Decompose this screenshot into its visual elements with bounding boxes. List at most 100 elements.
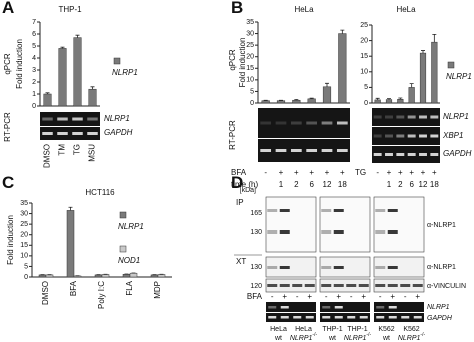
error-bar bbox=[387, 98, 391, 100]
blot-vinculin bbox=[319, 278, 371, 293]
gel-label: GAPDH bbox=[104, 128, 133, 137]
y-tick-label: 25 bbox=[360, 22, 368, 29]
gel-label: NLRP1 bbox=[443, 112, 469, 121]
x-axis-label: time (h) bbox=[231, 180, 258, 189]
kda-label: [kDa] bbox=[240, 187, 256, 194]
error-bar bbox=[90, 86, 95, 90]
chart-title: HeLa bbox=[294, 5, 314, 14]
bar bbox=[374, 99, 381, 104]
legend-label: NLRP1 bbox=[446, 72, 472, 81]
error-bar bbox=[294, 99, 299, 101]
genotype-sup: -/- bbox=[420, 332, 425, 338]
y-axis-label: Fold induction bbox=[6, 215, 15, 265]
cell-line: THP-1 bbox=[347, 326, 367, 333]
chart-title: THP-1 bbox=[58, 5, 82, 14]
y-tick-label: 5 bbox=[250, 88, 254, 95]
blot-band bbox=[400, 284, 411, 287]
gel-band bbox=[347, 316, 356, 319]
gel-background bbox=[40, 112, 100, 126]
y-tick-label: 30 bbox=[20, 210, 28, 217]
bar bbox=[38, 274, 47, 278]
gel-band bbox=[419, 153, 427, 156]
gel-background bbox=[374, 302, 387, 312]
gel-band bbox=[275, 149, 287, 152]
legend-label: NLRP1 bbox=[112, 68, 138, 77]
gel-band bbox=[321, 121, 333, 125]
gel-band bbox=[305, 316, 314, 319]
bar bbox=[58, 48, 67, 107]
blot-band bbox=[267, 284, 278, 287]
legend-swatch bbox=[113, 57, 121, 65]
gel-background bbox=[303, 302, 316, 312]
lane-sign: - bbox=[404, 292, 407, 301]
error-bar bbox=[68, 206, 73, 211]
antibody-label: α-NLRP1 bbox=[427, 222, 456, 229]
gel-band bbox=[306, 121, 318, 125]
gel-band bbox=[336, 121, 348, 125]
gel-band bbox=[322, 316, 331, 319]
gel-band bbox=[336, 149, 348, 152]
gel-band bbox=[334, 316, 343, 319]
gel-band bbox=[293, 316, 302, 319]
gel-label: GAPDH bbox=[427, 315, 453, 322]
gel-label: GAPDH bbox=[443, 149, 472, 158]
blot-band bbox=[267, 230, 278, 234]
treatment-sign: + bbox=[325, 168, 330, 177]
gel-band bbox=[57, 132, 68, 135]
bar bbox=[338, 33, 347, 104]
gel-band bbox=[42, 132, 53, 135]
treatment-sign: + bbox=[387, 168, 392, 177]
blot-band bbox=[267, 266, 278, 269]
treatment-sign: - bbox=[264, 168, 267, 177]
blot-xt bbox=[373, 256, 425, 278]
gel-band bbox=[373, 134, 382, 138]
gel-band bbox=[359, 316, 368, 319]
error-bar bbox=[309, 97, 314, 99]
blot-band bbox=[333, 266, 344, 269]
gel-band bbox=[42, 117, 53, 121]
bar bbox=[66, 210, 75, 278]
bar bbox=[431, 41, 438, 104]
y-tick-label: 20 bbox=[360, 37, 368, 44]
error-bar bbox=[375, 97, 380, 100]
cell-line: K562 bbox=[378, 326, 394, 333]
gel-background bbox=[399, 302, 412, 312]
gel-background bbox=[411, 302, 424, 312]
x-tick-label: FLA bbox=[125, 280, 134, 295]
y-tick-label: 30 bbox=[246, 30, 254, 37]
bar bbox=[122, 274, 131, 278]
gel-band bbox=[322, 306, 331, 309]
bar bbox=[129, 272, 138, 278]
blot-band bbox=[304, 284, 315, 287]
x-tick-label: 18 bbox=[338, 180, 347, 189]
y-tick-label: 4 bbox=[32, 55, 36, 62]
legend-swatch bbox=[447, 61, 455, 69]
genotype: wt bbox=[274, 335, 282, 342]
treatment-sign: + bbox=[409, 168, 414, 177]
blot-ip bbox=[373, 196, 425, 253]
bar bbox=[307, 98, 316, 104]
cell-line: HeLa bbox=[295, 326, 312, 333]
lane-sign: - bbox=[296, 292, 299, 301]
gel-label: XBP1 bbox=[442, 131, 463, 140]
gel-background bbox=[372, 146, 440, 163]
gel-band bbox=[407, 153, 416, 156]
genotype-label: wt bbox=[274, 335, 282, 342]
bar bbox=[322, 86, 332, 104]
gel-band bbox=[280, 306, 289, 309]
bar bbox=[94, 274, 103, 278]
y-tick-label: 35 bbox=[20, 200, 28, 207]
y-tick-label: 5 bbox=[24, 263, 28, 270]
genotype-label: wt bbox=[328, 335, 336, 342]
gel-band bbox=[385, 115, 393, 119]
genotype: NLRP1-/- bbox=[398, 332, 426, 342]
gel-band bbox=[373, 153, 382, 156]
y-tick-label: 25 bbox=[20, 221, 28, 228]
blot-band bbox=[279, 284, 290, 287]
gel-background bbox=[40, 127, 100, 140]
gel-band bbox=[290, 149, 302, 152]
gel-band bbox=[280, 316, 289, 319]
gel-band bbox=[373, 115, 382, 119]
y-tick-label: 20 bbox=[20, 232, 28, 239]
